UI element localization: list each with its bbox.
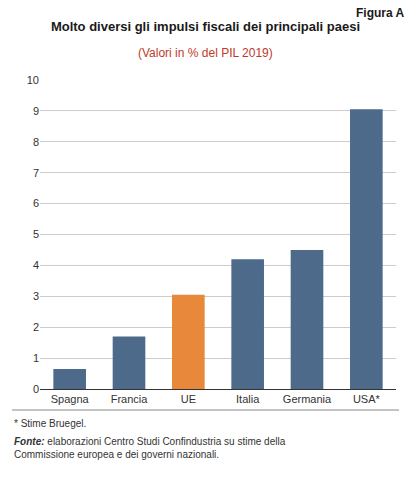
svg-text:Fonte: elaborazioni Centro Stu: Fonte: elaborazioni Centro Studi Confind… [14,436,286,460]
svg-text:7: 7 [33,167,39,179]
svg-text:3: 3 [33,290,39,302]
svg-text:5: 5 [33,228,39,240]
svg-text:Molto diversi gli impulsi fisc: Molto diversi gli impulsi fiscali dei pr… [51,19,360,34]
svg-text:9: 9 [33,105,39,117]
svg-text:Italia: Italia [236,393,260,405]
svg-text:Francia: Francia [111,393,149,405]
svg-text:6: 6 [33,197,39,209]
svg-text:0: 0 [33,383,39,395]
svg-text:8: 8 [33,136,39,148]
svg-text:USA*: USA* [353,393,381,405]
svg-text:1: 1 [33,352,39,364]
svg-text:Germania: Germania [283,393,332,405]
svg-text:* Stime Bruegel.: * Stime Bruegel. [14,418,86,429]
svg-text:Figura A: Figura A [356,6,405,20]
svg-text:4: 4 [33,259,39,271]
svg-text:2: 2 [33,321,39,333]
svg-text:Spagna: Spagna [51,393,90,405]
svg-text:UE: UE [181,393,196,405]
svg-text:10: 10 [27,74,39,86]
svg-text:(Valori in % del PIL 2019): (Valori in % del PIL 2019) [138,46,273,60]
